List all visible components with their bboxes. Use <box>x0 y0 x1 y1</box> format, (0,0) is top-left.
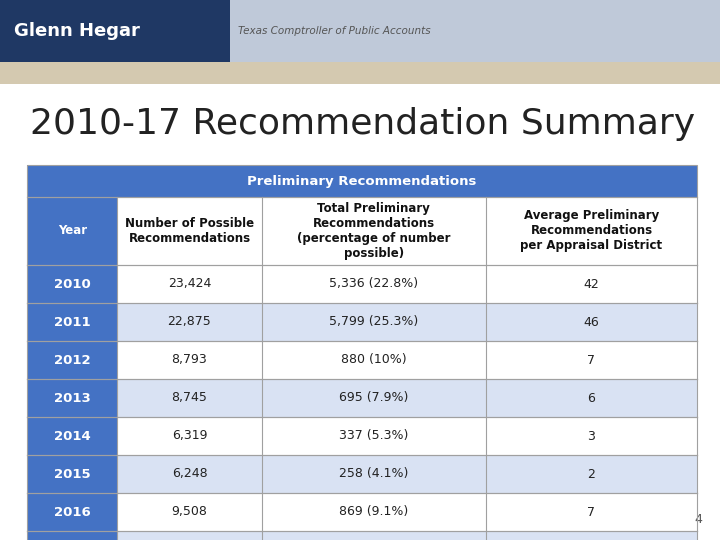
Bar <box>261 455 486 493</box>
Bar <box>261 303 486 341</box>
Text: 8,793: 8,793 <box>171 354 207 367</box>
Bar <box>0 0 230 62</box>
Bar <box>261 493 486 531</box>
Text: Texas Comptroller of Public Accounts: Texas Comptroller of Public Accounts <box>238 26 431 36</box>
Text: 2: 2 <box>588 468 595 481</box>
Text: 42: 42 <box>584 278 599 291</box>
Bar <box>117 303 261 341</box>
Bar <box>486 341 697 379</box>
Bar <box>486 265 697 303</box>
Bar <box>486 197 697 265</box>
Bar <box>486 379 697 417</box>
Text: 46: 46 <box>584 315 599 328</box>
Bar <box>0 84 720 156</box>
Text: 6,248: 6,248 <box>171 468 207 481</box>
Text: 5,799 (25.3%): 5,799 (25.3%) <box>329 315 418 328</box>
Text: 22,875: 22,875 <box>168 315 212 328</box>
Text: 2012: 2012 <box>54 354 91 367</box>
Bar <box>261 379 486 417</box>
Text: 7: 7 <box>588 354 595 367</box>
Text: 880 (10%): 880 (10%) <box>341 354 407 367</box>
Text: Number of Possible
Recommendations: Number of Possible Recommendations <box>125 217 254 245</box>
Text: 2010: 2010 <box>54 278 91 291</box>
Bar <box>486 455 697 493</box>
Bar <box>27 379 117 417</box>
Text: 2014: 2014 <box>54 429 91 442</box>
Text: 695 (7.9%): 695 (7.9%) <box>339 392 408 404</box>
Bar <box>261 531 486 540</box>
Text: 6,319: 6,319 <box>172 429 207 442</box>
Text: 6: 6 <box>588 392 595 404</box>
Text: 5,336 (22.8%): 5,336 (22.8%) <box>329 278 418 291</box>
Text: 258 (4.1%): 258 (4.1%) <box>339 468 408 481</box>
Text: Total Preliminary
Recommendations
(percentage of number
possible): Total Preliminary Recommendations (perce… <box>297 202 451 260</box>
Text: 2011: 2011 <box>54 315 91 328</box>
Bar <box>117 417 261 455</box>
Text: 337 (5.3%): 337 (5.3%) <box>339 429 408 442</box>
Bar <box>27 303 117 341</box>
Text: Glenn Hegar: Glenn Hegar <box>14 22 140 40</box>
Text: 8,745: 8,745 <box>171 392 207 404</box>
Bar <box>117 341 261 379</box>
Text: 9,508: 9,508 <box>171 505 207 518</box>
Text: 2016: 2016 <box>54 505 91 518</box>
Text: 869 (9.1%): 869 (9.1%) <box>339 505 408 518</box>
Bar <box>117 531 261 540</box>
Bar <box>117 265 261 303</box>
Bar <box>27 165 697 197</box>
Bar <box>27 493 117 531</box>
Text: 3: 3 <box>588 429 595 442</box>
Bar <box>261 341 486 379</box>
Bar <box>27 417 117 455</box>
Bar <box>117 493 261 531</box>
Bar <box>117 455 261 493</box>
Bar <box>27 165 697 197</box>
Bar <box>486 531 697 540</box>
Bar <box>117 379 261 417</box>
Text: Year: Year <box>58 225 87 238</box>
Bar <box>230 0 720 62</box>
Text: 7: 7 <box>588 505 595 518</box>
Text: 2015: 2015 <box>54 468 91 481</box>
Bar <box>27 531 117 540</box>
Text: 2013: 2013 <box>54 392 91 404</box>
Bar <box>486 303 697 341</box>
Bar <box>117 197 261 265</box>
Text: 4: 4 <box>694 513 702 526</box>
Text: 23,424: 23,424 <box>168 278 211 291</box>
Bar <box>486 417 697 455</box>
Bar <box>27 265 117 303</box>
Bar <box>0 62 720 84</box>
Bar <box>27 197 117 265</box>
Bar <box>486 493 697 531</box>
Text: Preliminary Recommendations: Preliminary Recommendations <box>247 174 477 187</box>
Text: Average Preliminary
Recommendations
per Appraisal District: Average Preliminary Recommendations per … <box>521 210 662 253</box>
Bar <box>27 455 117 493</box>
Text: 2010-17 Recommendation Summary: 2010-17 Recommendation Summary <box>30 106 695 140</box>
Bar <box>261 197 486 265</box>
Bar <box>261 265 486 303</box>
Bar <box>261 417 486 455</box>
Bar <box>27 341 117 379</box>
